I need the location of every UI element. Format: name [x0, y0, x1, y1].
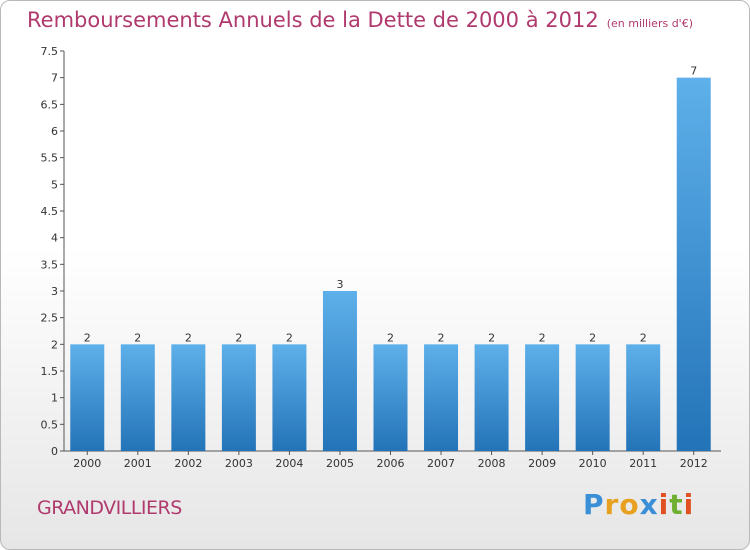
- bar-value-label: 2: [539, 331, 546, 344]
- y-tick-label: 7: [51, 72, 58, 85]
- y-tick-label: 0.5: [41, 418, 59, 431]
- bar: [120, 344, 155, 451]
- y-tick-label: 2: [51, 338, 58, 351]
- y-tick-label: 1: [51, 392, 58, 405]
- x-tick-label: 2011: [629, 457, 657, 470]
- y-tick-label: 1.5: [41, 365, 59, 378]
- bar: [171, 344, 206, 451]
- bar-value-label: 2: [387, 331, 394, 344]
- bar-value-label: 2: [134, 331, 141, 344]
- y-tick-label: 4.5: [41, 205, 59, 218]
- bar-value-label: 2: [438, 331, 445, 344]
- logo-letter: x: [639, 488, 659, 521]
- bar-value-label: 2: [640, 331, 647, 344]
- chart-title-text: Remboursements Annuels de la Dette de 20…: [27, 8, 599, 32]
- y-tick-label: 7.5: [41, 45, 59, 58]
- y-tick-label: 5: [51, 178, 58, 191]
- y-tick-label: 0: [51, 445, 58, 458]
- x-tick-label: 2000: [73, 457, 101, 470]
- bar: [272, 344, 307, 451]
- logo-letter: r: [604, 488, 620, 521]
- y-tick-label: 3.5: [41, 258, 59, 271]
- bar: [575, 344, 610, 451]
- logo-letter: t: [669, 488, 684, 521]
- x-tick-label: 2010: [579, 457, 607, 470]
- bar: [626, 344, 661, 451]
- chart-title: Remboursements Annuels de la Dette de 20…: [27, 8, 693, 32]
- bar: [70, 344, 105, 451]
- bar: [525, 344, 560, 451]
- bar-value-label: 3: [336, 278, 343, 291]
- bar-value-label: 7: [690, 65, 697, 78]
- bar-value-label: 2: [488, 331, 495, 344]
- bar-value-label: 2: [286, 331, 293, 344]
- x-tick-label: 2001: [124, 457, 152, 470]
- y-tick-label: 5.5: [41, 152, 59, 165]
- logo-letter: o: [619, 488, 640, 521]
- x-tick-label: 2002: [174, 457, 202, 470]
- bar: [322, 291, 357, 451]
- y-tick-label: 6.5: [41, 98, 59, 111]
- bar: [221, 344, 256, 451]
- y-tick-label: 3: [51, 285, 58, 298]
- bar: [474, 344, 509, 451]
- chart-unit: (en milliers d'€): [606, 17, 693, 30]
- x-tick-label: 2004: [275, 457, 303, 470]
- bar: [424, 344, 459, 451]
- x-tick-label: 2009: [528, 457, 556, 470]
- commune-name: GRANDVILLIERS: [37, 497, 182, 519]
- x-tick-label: 2012: [680, 457, 708, 470]
- x-tick-label: 2003: [225, 457, 253, 470]
- y-tick-label: 4: [51, 232, 58, 245]
- logo-letter: i: [683, 488, 695, 521]
- bar-value-label: 2: [185, 331, 192, 344]
- bar-value-label: 2: [589, 331, 596, 344]
- x-tick-label: 2008: [478, 457, 506, 470]
- logo-letter: P: [583, 488, 605, 521]
- proxiti-logo: Proxiti: [583, 488, 694, 521]
- y-tick-label: 6: [51, 125, 58, 138]
- bar: [373, 344, 408, 451]
- bar-value-label: 2: [84, 331, 91, 344]
- y-tick-label: 2.5: [41, 312, 59, 325]
- x-tick-label: 2007: [427, 457, 455, 470]
- x-tick-label: 2005: [326, 457, 354, 470]
- logo-letter: i: [658, 488, 670, 521]
- x-tick-label: 2006: [377, 457, 405, 470]
- bar-value-label: 2: [235, 331, 242, 344]
- bar: [676, 77, 711, 452]
